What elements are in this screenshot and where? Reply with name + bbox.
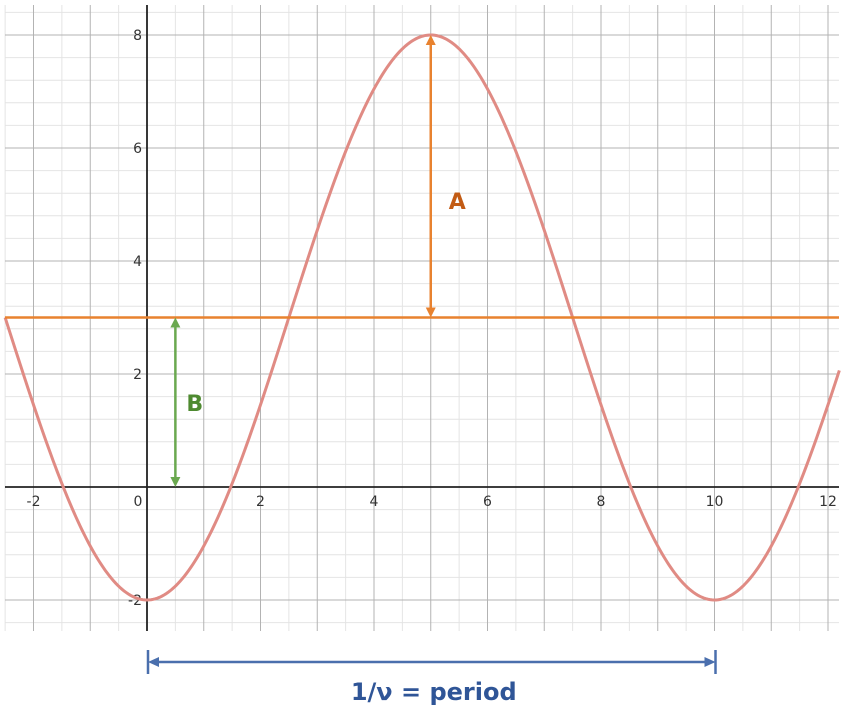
offset-arrow-head-bottom: [170, 477, 181, 487]
offset-label: B: [186, 392, 203, 417]
period-arrow-head-left: [148, 657, 159, 667]
period-label: 1/ν = period: [351, 678, 517, 706]
period-arrow-head-right: [704, 657, 716, 667]
amplitude-arrow-head-bottom: [425, 307, 436, 318]
y-tick-label: 2: [133, 367, 142, 383]
offset-arrow-head-top: [170, 317, 181, 328]
x-tick-label: 4: [370, 494, 379, 510]
series-layer: [3, 33, 841, 602]
x-tick-label: -2: [27, 494, 41, 510]
amplitude-arrow-head-top: [425, 35, 436, 45]
x-tick-label: 10: [706, 494, 724, 510]
y-tick-label: 6: [133, 141, 142, 157]
sinusoid-curve: [3, 33, 841, 602]
x-tick-label: 2: [256, 494, 265, 510]
x-tick-label: 6: [483, 494, 492, 510]
x-tick-label: 0: [134, 494, 143, 510]
x-tick-label: 12: [819, 494, 837, 510]
x-tick-label: 8: [597, 494, 606, 510]
y-tick-label: 4: [133, 254, 142, 270]
amplitude-label: A: [449, 190, 466, 215]
annotations-layer: A B 1/ν = period: [146, 35, 717, 706]
y-tick-label: 8: [133, 28, 142, 44]
